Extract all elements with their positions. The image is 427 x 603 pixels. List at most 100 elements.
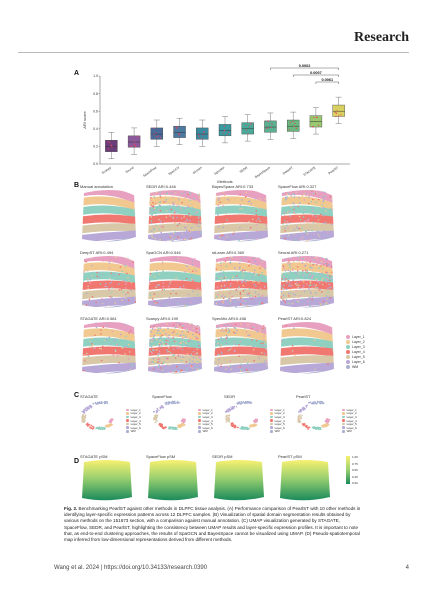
umap-point <box>315 402 317 404</box>
spot <box>178 334 181 337</box>
method-tick-label: SpecMix <box>213 165 226 176</box>
spot <box>302 285 305 287</box>
spot <box>165 210 168 212</box>
umap-point <box>297 418 299 421</box>
spot <box>192 350 195 353</box>
spot <box>220 304 223 307</box>
tissue-svg <box>82 256 136 308</box>
psm-title: PearlST pSM <box>278 454 302 459</box>
spot <box>294 205 296 208</box>
sample-point <box>250 123 252 125</box>
spot <box>224 260 227 263</box>
spot <box>268 305 270 307</box>
umap-point <box>237 426 239 429</box>
spot <box>317 233 319 236</box>
spot <box>267 290 268 293</box>
umap-legend: Layer_1 Layer_2 Layer_3 Layer_4 Layer_5 Layer… <box>270 408 285 433</box>
spot <box>312 308 314 309</box>
spot <box>257 217 260 220</box>
spot <box>190 203 193 205</box>
spot <box>299 225 302 227</box>
spot <box>153 256 156 257</box>
spot <box>230 256 233 258</box>
spot <box>167 370 169 372</box>
spot <box>256 369 259 371</box>
spot <box>158 352 161 355</box>
spot <box>295 273 298 275</box>
spot <box>332 269 334 272</box>
panel-b-grid: Manual annotation SEDR ARI:0.446 BayesSpac… <box>80 184 370 384</box>
umap-point <box>106 401 109 403</box>
spot <box>170 371 172 373</box>
umap-point <box>156 414 158 416</box>
spot <box>96 275 99 278</box>
spot <box>309 265 312 267</box>
spot <box>168 202 170 205</box>
spot <box>119 266 122 268</box>
spot <box>150 346 153 348</box>
spot <box>326 264 329 266</box>
sample-point <box>175 126 177 128</box>
umap-point <box>231 422 234 424</box>
spot <box>203 222 204 224</box>
spot <box>166 351 168 353</box>
sample-point <box>157 135 159 137</box>
tissue-layer <box>82 280 136 291</box>
method-tick-label: SEDR <box>239 165 249 174</box>
spot <box>322 306 324 308</box>
umap-point <box>228 414 230 417</box>
significance-bracket <box>292 74 339 77</box>
spot <box>153 349 156 352</box>
spot <box>179 365 182 367</box>
spot <box>267 234 268 236</box>
spot <box>200 212 202 214</box>
spot <box>156 326 158 329</box>
spot <box>195 322 198 324</box>
spot <box>153 204 155 206</box>
spot <box>278 275 280 277</box>
spot <box>293 239 296 241</box>
spot <box>332 204 334 207</box>
spot <box>288 300 290 302</box>
umap-point <box>183 424 186 427</box>
spot <box>322 190 324 193</box>
spot <box>150 222 153 225</box>
umap-point <box>106 402 109 405</box>
umap-point <box>250 425 252 427</box>
y-axis-label: ARI score <box>82 110 87 128</box>
spot <box>252 348 255 351</box>
spot <box>221 328 224 330</box>
spot <box>278 268 280 270</box>
spot <box>194 257 196 259</box>
sample-point <box>223 125 226 127</box>
spot <box>171 200 174 203</box>
spot <box>293 354 296 357</box>
spot <box>318 241 321 242</box>
legend-swatch <box>342 419 345 422</box>
spot <box>182 285 185 288</box>
spot <box>286 211 289 214</box>
spot <box>146 301 147 303</box>
spot <box>257 207 260 209</box>
spot <box>214 256 215 257</box>
spot <box>254 291 257 294</box>
umap-point <box>100 402 103 404</box>
spot <box>248 292 250 294</box>
umap-point <box>162 426 164 428</box>
umap-legend: Layer_1 Layer_2 Layer_3 Layer_4 Layer_5 Layer… <box>198 408 213 433</box>
spot <box>225 337 228 339</box>
legend-label: Layer_4 <box>130 418 141 423</box>
spot <box>90 335 93 337</box>
umap-point <box>308 426 310 428</box>
spot <box>292 260 295 263</box>
spot <box>247 324 249 326</box>
spot <box>87 277 89 280</box>
spot <box>328 283 331 286</box>
legend-label: Layer_5 <box>346 422 357 427</box>
spot <box>128 343 130 346</box>
spot <box>201 305 202 308</box>
spot <box>280 190 283 192</box>
spot <box>229 360 232 362</box>
umap-point <box>84 416 86 418</box>
spot <box>264 198 266 201</box>
